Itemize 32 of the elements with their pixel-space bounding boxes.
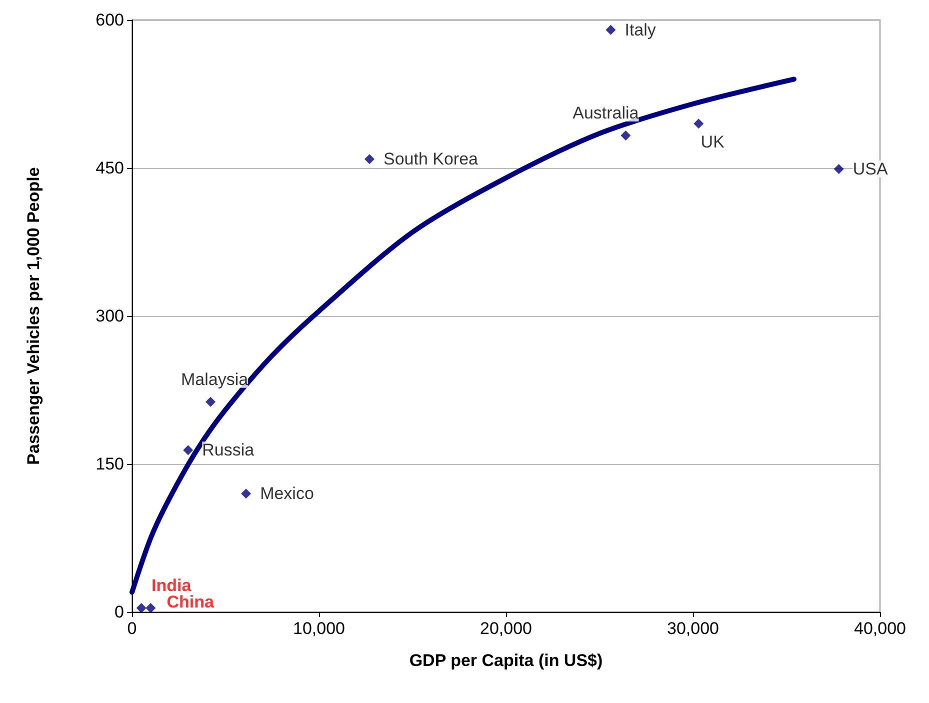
data-label: USA: [852, 159, 888, 178]
x-tick-label: 10,000: [293, 619, 345, 638]
x-tick-label: 40,000: [854, 619, 906, 638]
y-axis-title: Passenger Vehicles per 1,000 People: [24, 167, 43, 465]
x-axis-title: GDP per Capita (in US$): [409, 651, 603, 670]
data-label: India: [152, 576, 192, 596]
point: [834, 164, 844, 174]
data-label: Mexico: [260, 484, 314, 504]
data-label: Malaysia: [180, 370, 249, 389]
data-label: Italy: [624, 20, 656, 40]
x-tick-label: 30,000: [667, 619, 719, 638]
y-tick-label: 0: [114, 602, 124, 622]
data-label: China: [166, 592, 214, 612]
point: [694, 118, 704, 129]
x-tick-label: 0: [127, 619, 137, 638]
point: [146, 603, 156, 614]
point: [183, 445, 194, 456]
x-tick-label: 20,000: [480, 619, 532, 638]
data-label: Australia: [572, 103, 640, 122]
y-tick-label: 450: [96, 158, 124, 178]
point: [606, 24, 616, 35]
data-label: South Korea: [383, 150, 479, 169]
point: [136, 603, 146, 614]
data-label: Russia: [202, 440, 255, 460]
point: [620, 130, 631, 140]
point: [364, 154, 374, 164]
point: [206, 396, 216, 407]
y-tick-label: 300: [96, 306, 124, 326]
y-tick-label: 600: [96, 10, 124, 30]
y-tick-label: 150: [96, 454, 124, 474]
point: [241, 488, 252, 499]
data-label: UK: [700, 132, 726, 152]
